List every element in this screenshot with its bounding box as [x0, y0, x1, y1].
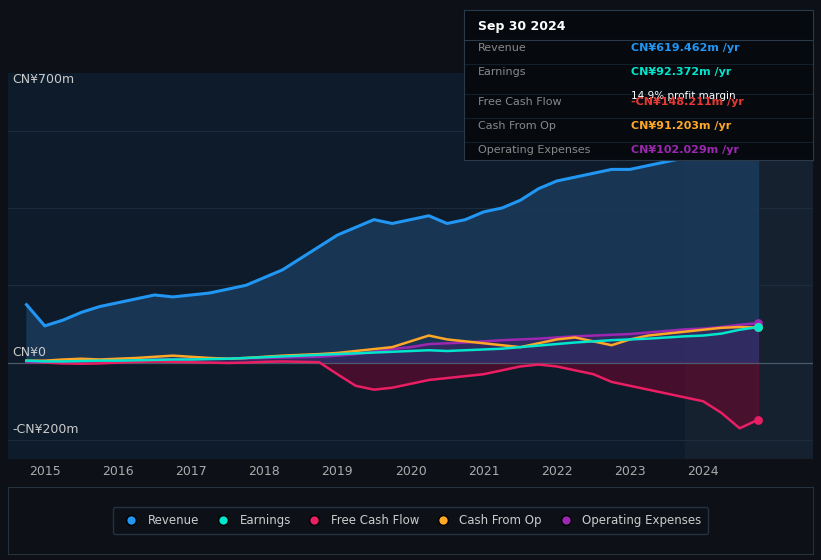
- Bar: [685, 73, 813, 459]
- Text: CN¥91.203m /yr: CN¥91.203m /yr: [631, 120, 732, 130]
- Text: CN¥619.462m /yr: CN¥619.462m /yr: [631, 43, 740, 53]
- Text: Earnings: Earnings: [478, 67, 526, 77]
- Text: Free Cash Flow: Free Cash Flow: [478, 96, 562, 106]
- Text: CN¥92.372m /yr: CN¥92.372m /yr: [631, 67, 732, 77]
- Point: [751, 323, 764, 332]
- Text: CN¥102.029m /yr: CN¥102.029m /yr: [631, 144, 740, 155]
- Point: [751, 323, 764, 332]
- Point: [751, 319, 764, 328]
- Text: Sep 30 2024: Sep 30 2024: [478, 20, 566, 33]
- Text: CN¥700m: CN¥700m: [12, 73, 75, 86]
- Point: [751, 119, 764, 128]
- Point: [751, 416, 764, 424]
- Text: CN¥0: CN¥0: [12, 346, 46, 359]
- Text: 14.9% profit margin: 14.9% profit margin: [631, 91, 736, 101]
- Text: Cash From Op: Cash From Op: [478, 120, 556, 130]
- Text: Operating Expenses: Operating Expenses: [478, 144, 590, 155]
- Text: Revenue: Revenue: [478, 43, 526, 53]
- Text: -CN¥148.211m /yr: -CN¥148.211m /yr: [631, 96, 744, 106]
- Legend: Revenue, Earnings, Free Cash Flow, Cash From Op, Operating Expenses: Revenue, Earnings, Free Cash Flow, Cash …: [112, 507, 709, 534]
- Text: -CN¥200m: -CN¥200m: [12, 423, 79, 436]
